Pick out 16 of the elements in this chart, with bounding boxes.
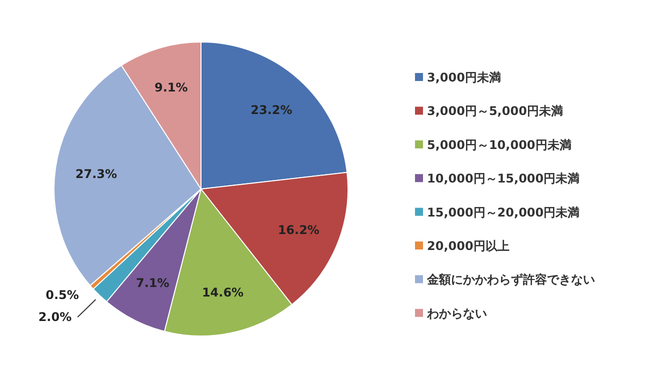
legend-label: 15,000円～20,000円未満 — [427, 205, 580, 220]
data-label: 14.6% — [202, 286, 244, 300]
legend-label: 3,000円～5,000円未満 — [427, 104, 563, 118]
legend-label: 金額にかかわらず許容できない — [426, 272, 595, 287]
data-label: 9.1% — [154, 80, 188, 94]
data-label: 0.5% — [46, 288, 79, 302]
data-label: 7.1% — [136, 276, 170, 290]
legend-label: 20,000円以上 — [427, 239, 510, 253]
data-label: 23.2% — [250, 103, 292, 118]
legend-label: わからない — [426, 306, 487, 320]
data-label: 27.3% — [75, 167, 118, 182]
legend-label: 10,000円～15,000円未満 — [427, 172, 580, 186]
data-label: 16.2% — [278, 222, 320, 237]
legend-label: 5,000円～10,000円未満 — [427, 138, 572, 152]
legend-label: 3,000円未満 — [427, 70, 501, 84]
data-label: 2.0% — [38, 310, 72, 324]
